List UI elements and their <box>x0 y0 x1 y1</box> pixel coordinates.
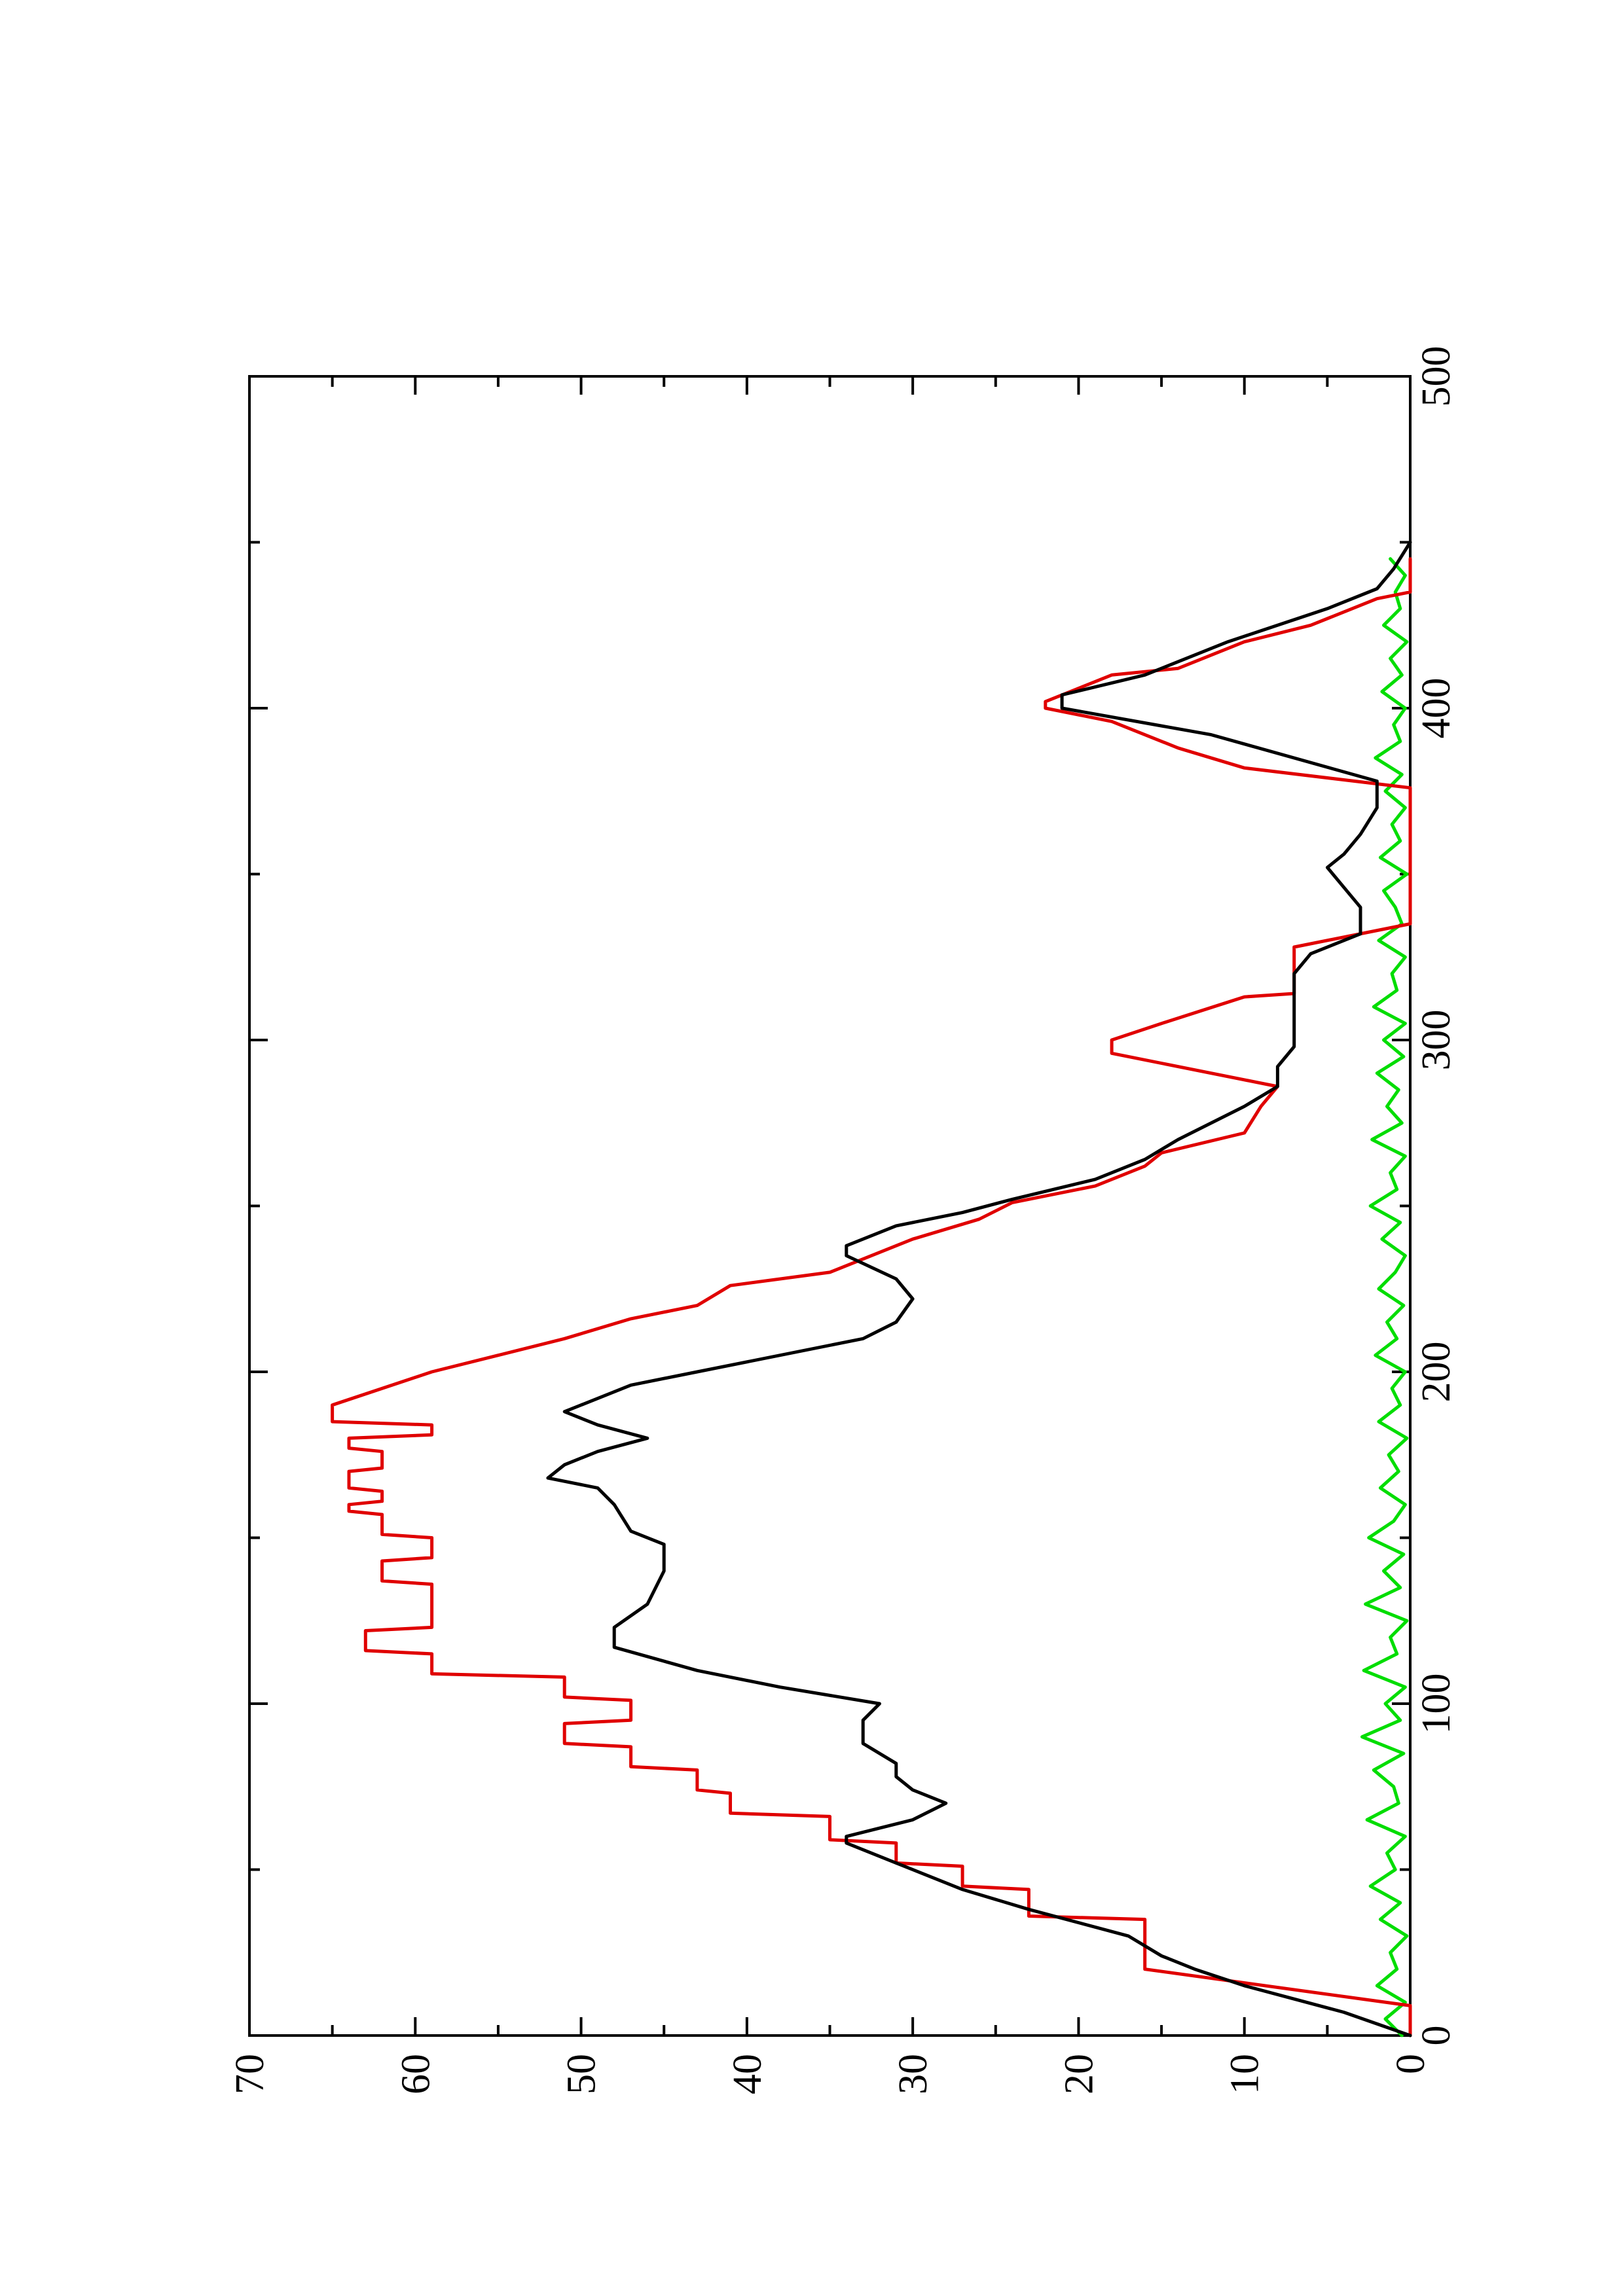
y-tick-label: 50 <box>560 2054 604 2094</box>
y-tick-label: 30 <box>891 2054 936 2094</box>
axis-ticks <box>248 375 1412 2037</box>
x-tick-label: 300 <box>1414 1010 1459 1071</box>
series-line-3 <box>1360 557 1409 2037</box>
x-tick-label: 500 <box>1414 346 1459 407</box>
y-tick-label: 40 <box>725 2054 770 2094</box>
x-tick-label: 200 <box>1414 1342 1459 1403</box>
y-tick-label: 70 <box>228 2054 272 2094</box>
y-tick-label: 10 <box>1223 2054 1267 2094</box>
x-tick-label: 100 <box>1414 1674 1459 1734</box>
series-line-2 <box>546 541 1412 2037</box>
plot-frame <box>248 375 1412 2037</box>
x-tick-label: 400 <box>1414 678 1459 739</box>
axis-tick-labels: 0 100 200 300 400 500 0 10 20 30 40 50 60 70 <box>228 346 1459 2095</box>
series-line-1 <box>331 557 1412 2037</box>
x-tick-label: 0 <box>1414 2026 1459 2046</box>
series-layer <box>331 541 1412 2037</box>
y-tick-label: 0 <box>1389 2054 1433 2074</box>
y-tick-label: 20 <box>1057 2054 1101 2094</box>
y-tick-label: 60 <box>393 2054 438 2094</box>
